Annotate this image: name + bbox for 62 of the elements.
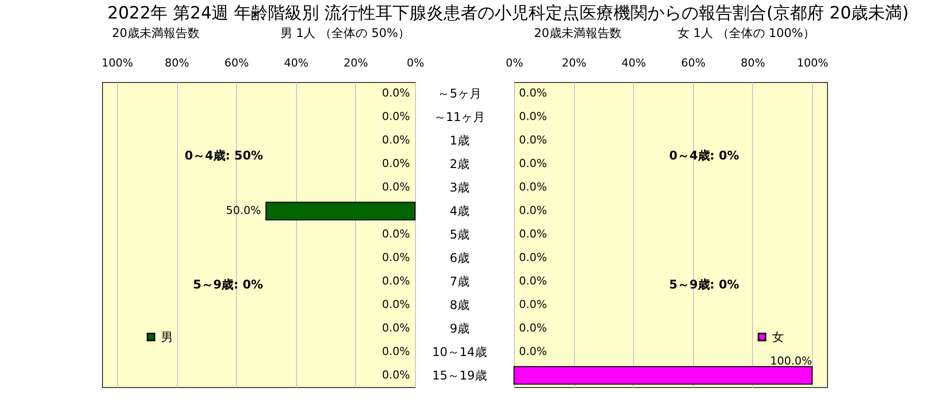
data-label: 0.0%: [382, 180, 410, 194]
x-axis-title: 女 1人 （全体の 100%）: [678, 26, 815, 40]
x-tick-label: 0%: [406, 56, 424, 70]
x-tick-label: 80%: [164, 56, 190, 70]
x-tick-label: 0%: [506, 56, 524, 70]
annotation: 5～9歳: 0%: [669, 277, 740, 292]
x-tick-label: 80%: [740, 56, 766, 70]
y-tick-label: 8歳: [450, 298, 470, 312]
chart-subtitle: 20歳未満報告数: [534, 26, 622, 40]
y-tick-label: 15～19歳: [432, 368, 487, 382]
x-tick-label: 100%: [102, 56, 134, 70]
data-label: 0.0%: [519, 134, 547, 147]
x-tick-label: 20%: [562, 56, 586, 70]
data-label: 0.0%: [519, 298, 547, 311]
data-label: 0.0%: [382, 321, 410, 334]
annotation: 5～9歳: 0%: [192, 277, 264, 292]
data-label: 0.0%: [519, 110, 547, 124]
x-tick-label: 60%: [681, 56, 706, 70]
data-label: 0.0%: [382, 228, 410, 240]
y-tick-label: 1歳: [450, 134, 470, 148]
text: 2022年 第24週 年齢階級別 流行性耳下腺炎患者の小児科定点医療機関からの報告割合(京都府 20歳未満): [107, 4, 909, 24]
data-label: 0.0%: [382, 134, 410, 147]
data-label: 0.0%: [519, 274, 547, 288]
y-tick-label: ～5ヶ月: [438, 86, 482, 101]
data-label: 0.0%: [519, 250, 547, 264]
data-label: 0.0%: [519, 157, 547, 170]
x-tick-label: 40%: [622, 56, 646, 70]
data-label: 100.0%: [770, 354, 812, 368]
data-label: 0.0%: [519, 204, 547, 218]
legend-label: 男: [161, 330, 173, 344]
data-label: 0.0%: [382, 274, 410, 288]
x-tick-label: 40%: [284, 56, 308, 70]
data-label: 0.0%: [519, 86, 547, 100]
data-label: 0.0%: [519, 180, 547, 194]
x-axis-title: 男 1人 （全体の 50%）: [280, 26, 410, 40]
x-tick-label: 100%: [796, 56, 828, 70]
data-label: 0.0%: [382, 110, 410, 124]
annotation: 0～4歳: 0%: [669, 148, 740, 162]
data-label: 50.0%: [226, 204, 261, 218]
data-label: 0.0%: [519, 344, 547, 358]
data-label: 0.0%: [382, 250, 410, 264]
y-tick-label: 3歳: [450, 180, 470, 195]
data-label: 0.0%: [382, 344, 410, 358]
y-tick-label: 7歳: [450, 274, 470, 288]
data-label: 0.0%: [519, 321, 547, 334]
y-tick-label: 10～14歳: [432, 344, 487, 359]
y-tick-label: ～11ヶ月: [434, 110, 486, 124]
y-tick-label: 4歳: [450, 204, 470, 218]
data-label: 0.0%: [382, 157, 410, 170]
annotation: 0～4歳: 50%: [184, 148, 264, 162]
data-label: 0.0%: [382, 298, 410, 311]
data-label: 0.0%: [382, 368, 410, 382]
data-label: 0.0%: [519, 228, 547, 240]
legend-label: 女: [772, 330, 784, 344]
y-tick-label: 9歳: [450, 321, 470, 336]
chart-subtitle: 20歳未満報告数: [112, 26, 200, 40]
y-tick-label: 2歳: [450, 157, 470, 172]
data-label: 0.0%: [382, 86, 410, 100]
y-tick-label: 6歳: [450, 250, 470, 265]
x-tick-label: 60%: [224, 56, 249, 70]
y-tick-label: 5歳: [450, 228, 470, 242]
x-tick-label: 20%: [344, 56, 368, 70]
